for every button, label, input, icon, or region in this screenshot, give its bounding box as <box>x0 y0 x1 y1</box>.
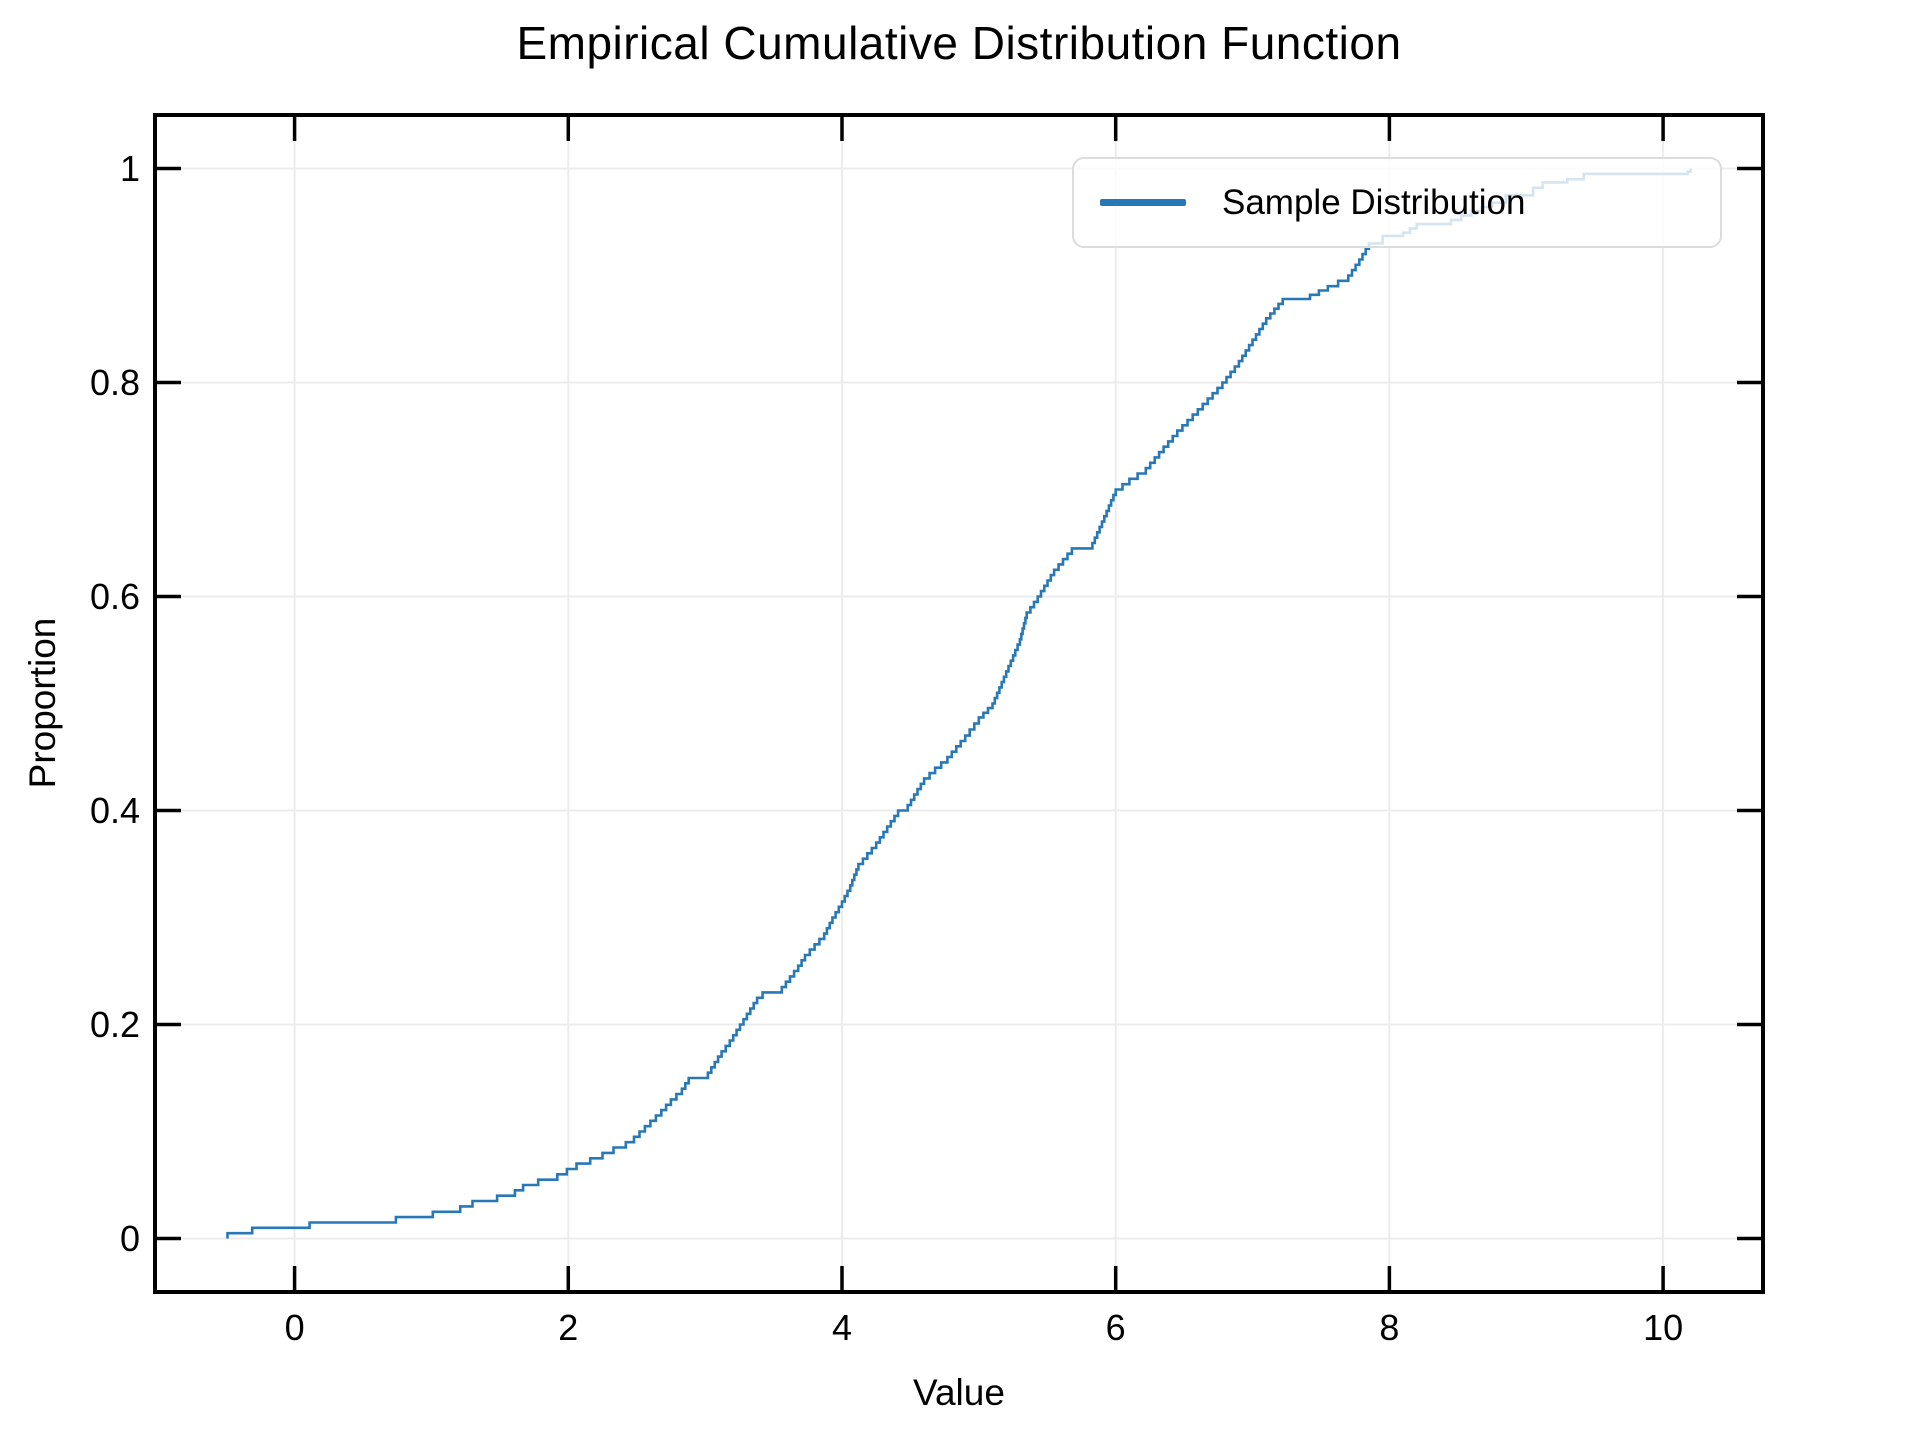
x-tick-label: 2 <box>558 1307 579 1348</box>
x-axis-label: Value <box>913 1372 1005 1413</box>
legend-line-swatch <box>1100 199 1186 206</box>
y-tick-label: 0.8 <box>89 361 140 403</box>
x-tick-label: 6 <box>1105 1307 1126 1348</box>
tick-marks <box>155 115 1763 1292</box>
x-tick-label: 4 <box>831 1307 852 1348</box>
y-tick-label: 0.2 <box>89 1003 140 1045</box>
y-axis-label: Proportion <box>22 617 63 789</box>
chart-title: Empirical Cumulative Distribution Functi… <box>516 17 1402 69</box>
y-tick-label: 0.4 <box>89 789 140 831</box>
y-tick-label: 0 <box>119 1217 140 1259</box>
plot-frame <box>153 113 1765 1294</box>
legend: Sample Distribution <box>1072 157 1722 248</box>
y-tick-label: 1 <box>119 147 140 189</box>
x-tick-label: 8 <box>1379 1307 1400 1348</box>
ecdf-curve <box>226 168 1692 1239</box>
x-tick-label: 0 <box>284 1307 305 1348</box>
x-tick-label: 10 <box>1643 1307 1684 1348</box>
legend-label: Sample Distribution <box>1222 182 1526 222</box>
y-tick-label: 0.6 <box>89 575 140 617</box>
gridlines <box>155 115 1763 1292</box>
